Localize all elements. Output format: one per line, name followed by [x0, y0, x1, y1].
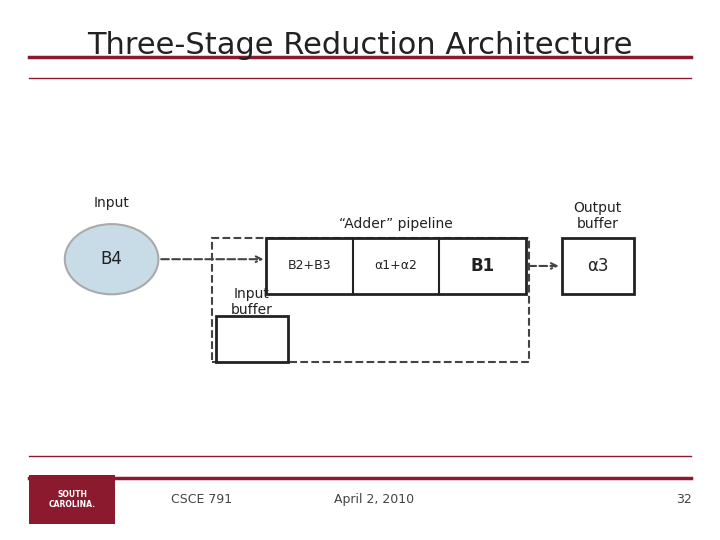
Bar	[212, 238, 529, 362]
Text: SOUTH
CAROLINA.: SOUTH CAROLINA.	[48, 490, 96, 509]
Text: α1+α2: α1+α2	[374, 259, 418, 273]
Text: Three-Stage Reduction Architecture: Three-Stage Reduction Architecture	[87, 31, 633, 60]
Text: April 2, 2010: April 2, 2010	[334, 493, 415, 506]
Bar	[29, 475, 115, 524]
Text: 32: 32	[676, 493, 692, 506]
Text: “Adder” pipeline: “Adder” pipeline	[339, 217, 453, 231]
Circle shape	[65, 224, 158, 294]
Text: Output
buffer: Output buffer	[573, 201, 622, 231]
Text: CSCE 791: CSCE 791	[171, 493, 232, 506]
Text: α3: α3	[587, 257, 608, 275]
Text: Input
buffer: Input buffer	[231, 287, 273, 318]
Text: B4: B4	[101, 250, 122, 268]
Bar	[216, 316, 288, 362]
Text: Input: Input	[94, 195, 130, 210]
Bar	[266, 238, 526, 294]
Text: B2+B3: B2+B3	[288, 259, 331, 273]
Text: B1: B1	[470, 257, 495, 275]
Bar	[562, 238, 634, 294]
